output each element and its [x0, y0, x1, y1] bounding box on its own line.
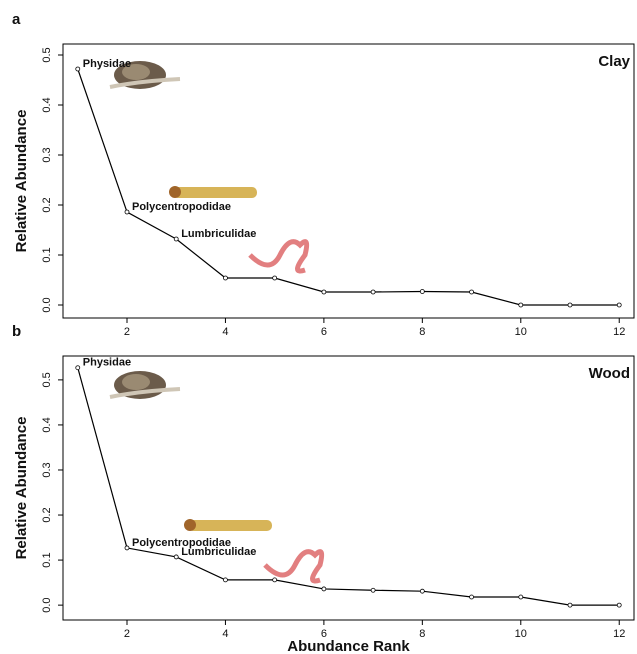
x-tick-label: 10 [515, 628, 527, 640]
worm-illustration [263, 549, 325, 584]
point-label: Physidae [83, 357, 131, 369]
y-tick-label: 0.5 [41, 47, 53, 62]
point-label: Polycentropodidae [132, 201, 231, 213]
y-tick-label: 0.3 [41, 462, 53, 477]
data-point [370, 289, 376, 295]
data-point [567, 602, 573, 608]
plot-frame [62, 43, 635, 319]
data-point [321, 289, 327, 295]
point-label: Lumbriculidae [181, 546, 256, 558]
larva-illustration [169, 186, 257, 198]
data-point [75, 365, 81, 371]
data-point [321, 586, 327, 592]
y-tick-label: 0.2 [41, 197, 53, 212]
x-tick-label: 4 [222, 628, 228, 640]
x-tick-label: 2 [124, 326, 130, 338]
data-point [124, 209, 130, 215]
data-point [469, 289, 474, 295]
x-tick-label: 2 [124, 628, 130, 640]
panel-label: Clay [598, 53, 630, 70]
y-axis-label: Relative Abundance [13, 417, 30, 560]
y-tick-label: 0.4 [41, 97, 53, 112]
data-point [419, 588, 425, 594]
y-tick-label: 0.3 [41, 147, 53, 162]
data-point [272, 577, 278, 583]
y-tick-label: 0.1 [41, 247, 53, 262]
data-point [223, 577, 228, 583]
plot-frame [62, 355, 635, 621]
x-tick-label: 12 [613, 326, 625, 338]
data-point [419, 289, 425, 294]
data-point [75, 66, 81, 72]
data-point [370, 587, 376, 593]
y-tick-label: 0.0 [41, 297, 53, 312]
y-tick-label: 0.5 [41, 372, 53, 387]
panel-label: Wood [589, 365, 630, 382]
point-label: Physidae [83, 58, 131, 70]
x-tick-label: 6 [321, 628, 327, 640]
x-tick-label: 10 [515, 326, 527, 338]
x-tick-label: 6 [321, 326, 327, 338]
data-line [77, 367, 620, 606]
data-point [223, 275, 228, 281]
point-label: Polycentropodidae [132, 537, 231, 549]
y-tick-label: 0.1 [41, 552, 53, 567]
x-tick-label: 8 [419, 326, 425, 338]
worm-illustration [248, 239, 310, 274]
y-tick-label: 0.2 [41, 507, 53, 522]
larva-illustration [184, 519, 272, 531]
snail-illustration [109, 371, 181, 399]
data-point [173, 554, 179, 560]
data-point [518, 302, 524, 308]
snail-illustration [109, 61, 181, 89]
data-line [77, 68, 620, 306]
data-point [173, 236, 179, 242]
data-point [616, 302, 622, 308]
data-point [616, 602, 622, 608]
x-tick-label: 8 [419, 628, 425, 640]
data-point [272, 275, 278, 281]
y-tick-label: 0.4 [41, 417, 53, 432]
panel-tag: b [12, 323, 21, 340]
y-tick-label: 0.0 [41, 597, 53, 612]
x-tick-label: 4 [222, 326, 228, 338]
data-point [469, 594, 474, 600]
data-point [567, 302, 573, 308]
panel-tag: a [12, 11, 21, 28]
y-axis-label: Relative Abundance [13, 110, 30, 253]
point-label: Lumbriculidae [181, 228, 256, 240]
data-point [518, 594, 524, 600]
data-point [124, 545, 130, 551]
x-axis-label: Abundance Rank [287, 638, 410, 654]
x-tick-label: 12 [613, 628, 625, 640]
